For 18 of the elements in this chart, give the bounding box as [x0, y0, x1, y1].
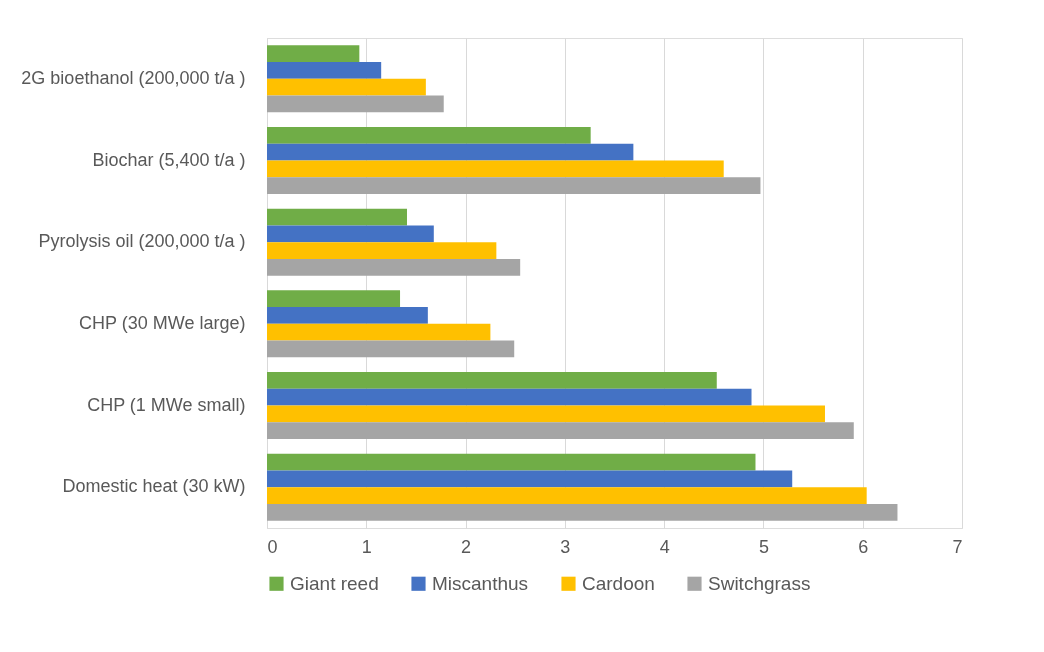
x-tick-label: 0 — [267, 536, 278, 557]
x-tick-label: 1 — [361, 536, 372, 557]
x-tick-label: 7 — [952, 536, 963, 557]
legend-label: Cardoon — [582, 572, 655, 594]
legend-label: Miscanthus — [432, 572, 529, 594]
x-tick-label: 3 — [560, 536, 571, 557]
y-tick-label: CHP (30 MWe large) — [79, 312, 246, 333]
x-tick-label: 6 — [858, 536, 869, 557]
x-tick-label: 2 — [461, 536, 472, 557]
legend-label: Giant reed — [290, 572, 379, 594]
x-tick-label: 5 — [758, 536, 769, 557]
y-tick-label: Domestic heat (30 kW) — [62, 476, 246, 497]
y-tick-label: 2G bioethanol (200,000 t/a ) — [21, 67, 246, 88]
y-tick-label: CHP (1 MWe small) — [87, 394, 246, 415]
y-tick-label: Pyrolysis oil (200,000 t/a ) — [38, 231, 246, 252]
legend-label: Switchgrass — [708, 572, 811, 594]
x-tick-label: 4 — [659, 536, 670, 557]
y-tick-label: Biochar (5,400 t/a ) — [92, 149, 246, 170]
